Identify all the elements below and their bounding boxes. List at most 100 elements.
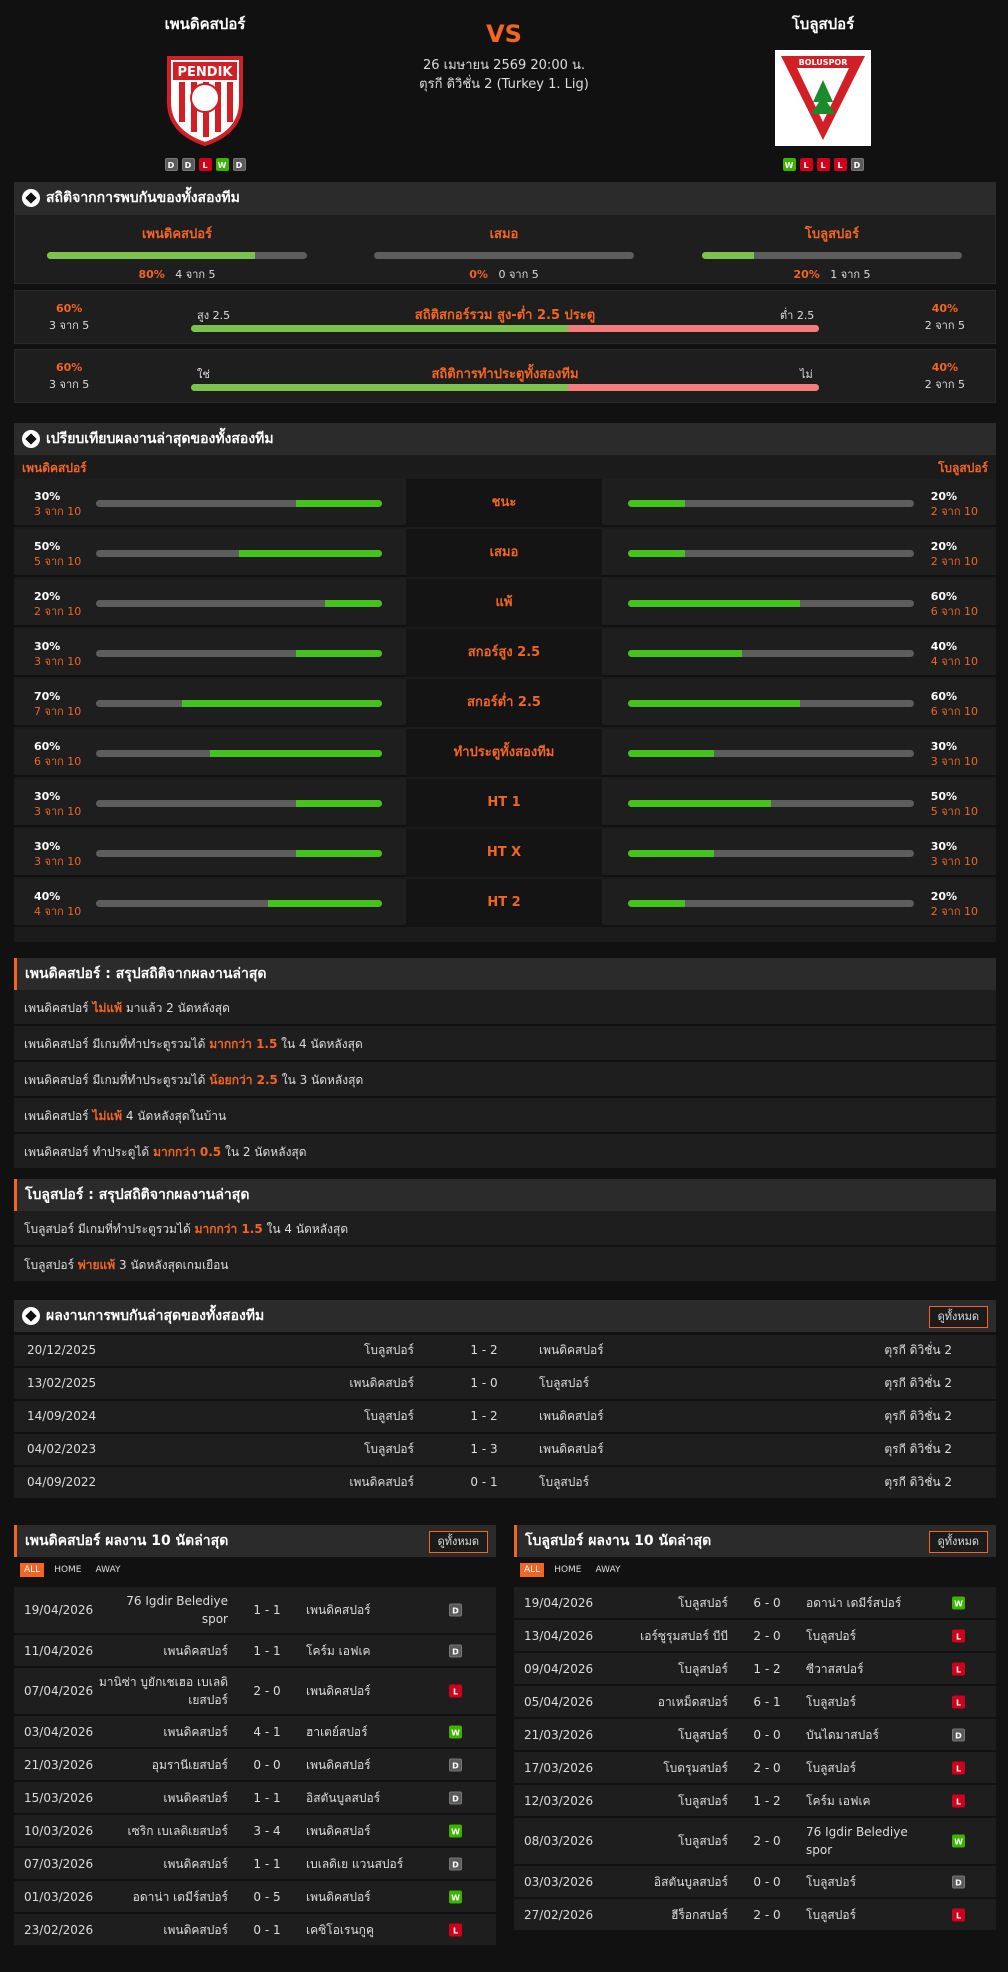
result-home-team[interactable]: อุมรานีเยสปอร์ (151, 1757, 228, 1772)
result-away-team[interactable]: โบลูสปอร์ (806, 1907, 857, 1922)
h2h-row[interactable]: 14/09/2024 โบลูสปอร์ 1 - 2 เพนดิคสปอร์ ตุรกี… (14, 1401, 996, 1432)
compare-header: เปรียบเทียบผลงานล่าสุดของทั้งสองทีม (14, 423, 996, 455)
result-row[interactable]: 05/04/2026 อาเหม็ดสปอร์ 6 - 1 โบลูสปอร์ L (514, 1686, 996, 1717)
result-away-team[interactable]: โคร์ม เอฟเค (806, 1793, 871, 1808)
tab-all[interactable]: ALL (20, 1563, 45, 1577)
tab-away[interactable]: AWAY (595, 1565, 621, 1575)
result-away-team[interactable]: โบลูสปอร์ (806, 1628, 857, 1643)
result-home-team[interactable]: เพนดิคสปอร์ (163, 1922, 228, 1937)
result-home-team[interactable]: เซริก เบเลดิเยสปอร์ (127, 1823, 228, 1838)
tab-all[interactable]: ALL (520, 1563, 545, 1577)
h2h-away-team[interactable]: เพนดิคสปอร์ (539, 1409, 604, 1423)
result-home-team[interactable]: เพนดิคสปอร์ (163, 1724, 228, 1739)
result-away-team[interactable]: อดาน่า เดมีร์สปอร์ (806, 1595, 902, 1610)
result-row[interactable]: 07/03/2026 เพนดิคสปอร์ 1 - 1 เบเลดิเย แวนสป… (14, 1848, 496, 1879)
result-home-team[interactable]: เพนดิคสปอร์ (163, 1790, 228, 1805)
result-row[interactable]: 11/04/2026 เพนดิคสปอร์ 1 - 1 โคร์ม เอฟเค D (14, 1635, 496, 1666)
h2h-home-team[interactable]: โบลูสปอร์ (363, 1343, 414, 1357)
away-team-name[interactable]: โบลูสปอร์ (791, 15, 855, 33)
tab-home[interactable]: HOME (54, 1565, 82, 1575)
tab-home[interactable]: HOME (554, 1565, 582, 1575)
result-home-team[interactable]: โบลูสปอร์ (677, 1793, 728, 1808)
result-home-team[interactable]: โบดรุมสปอร์ (663, 1760, 728, 1775)
ou-under-fill (567, 325, 819, 332)
result-home-team[interactable]: เอร์ซูรุมสปอร์ บีบี (640, 1628, 728, 1643)
h2h-home-team[interactable]: เพนดิคสปอร์ (349, 1475, 414, 1489)
result-away-team[interactable]: โบลูสปอร์ (806, 1760, 857, 1775)
h2h-away-team[interactable]: โบลูสปอร์ (539, 1475, 590, 1489)
result-row[interactable]: 03/03/2026 อิสตันบูลสปอร์ 0 - 0 โบลูสปอร์ D (514, 1866, 996, 1897)
result-row[interactable]: 23/02/2026 เพนดิคสปอร์ 0 - 1 เคซิโอเรนกูคู L (14, 1914, 496, 1945)
tab-away[interactable]: AWAY (95, 1565, 121, 1575)
h2h-home-team[interactable]: โบลูสปอร์ (363, 1442, 414, 1456)
compare-label: แพ้ (406, 579, 602, 627)
result-home-team[interactable]: โบลูสปอร์ (677, 1727, 728, 1742)
result-away-team[interactable]: เพนดิคสปอร์ (306, 1757, 371, 1772)
h2h-row[interactable]: 04/02/2023 โบลูสปอร์ 1 - 3 เพนดิคสปอร์ ตุรกี… (14, 1434, 996, 1465)
result-away-team[interactable]: อิสตันบูลสปอร์ (306, 1790, 381, 1805)
result-home-team[interactable]: อดาน่า เดมีร์สปอร์ (132, 1889, 228, 1904)
result-row[interactable]: 15/03/2026 เพนดิคสปอร์ 1 - 1 อิสตันบูลสปอร์… (14, 1782, 496, 1813)
h2h-league[interactable]: ตุรกี ดิวิชั่น 2 (884, 1343, 952, 1357)
result-row[interactable]: 09/04/2026 โบลูสปอร์ 1 - 2 ซีวาสสปอร์ L (514, 1653, 996, 1684)
result-away-team[interactable]: เพนดิคสปอร์ (306, 1889, 371, 1904)
result-home-team[interactable]: มานิซ่า บูยักเชเฮอ เบเลดิเยสปอร์ (98, 1675, 228, 1707)
away-last10-view-all-button[interactable]: ดูทั้งหมด (928, 1531, 988, 1553)
result-away-team[interactable]: เพนดิคสปอร์ (306, 1684, 371, 1698)
result-away-team[interactable]: โบลูสปอร์ (806, 1694, 857, 1709)
home-team-name[interactable]: เพนดิคสปอร์ (164, 15, 246, 33)
result-home-team[interactable]: โบลูสปอร์ (677, 1661, 728, 1676)
h2h-league[interactable]: ตุรกี ดิวิชั่น 2 (884, 1475, 952, 1489)
result-away-team[interactable]: เพนดิคสปอร์ (306, 1603, 371, 1617)
result-away-team[interactable]: ซีวาสสปอร์ (806, 1661, 864, 1676)
h2h-away-team[interactable]: เพนดิคสปอร์ (539, 1343, 604, 1357)
result-home-team[interactable]: โบลูสปอร์ (677, 1834, 728, 1848)
h2h-row[interactable]: 13/02/2025 เพนดิคสปอร์ 1 - 0 โบลูสปอร์ ตุรกี… (14, 1368, 996, 1399)
result-row[interactable]: 07/04/2026 มานิซ่า บูยักเชเฮอ เบเลดิเยสปอ… (14, 1668, 496, 1714)
result-row[interactable]: 12/03/2026 โบลูสปอร์ 1 - 2 โคร์ม เอฟเค L (514, 1785, 996, 1816)
home-last10-view-all-button[interactable]: ดูทั้งหมด (428, 1531, 488, 1553)
result-row[interactable]: 03/04/2026 เพนดิคสปอร์ 4 - 1 ฮาเตย์สปอร์ W (14, 1716, 496, 1747)
h2h-row[interactable]: 20/12/2025 โบลูสปอร์ 1 - 2 เพนดิคสปอร์ ตุรกี… (14, 1335, 996, 1366)
result-away-team[interactable]: โคร์ม เอฟเค (306, 1643, 371, 1658)
result-home-team[interactable]: เพนดิคสปอร์ (163, 1856, 228, 1871)
result-row[interactable]: 01/03/2026 อดาน่า เดมีร์สปอร์ 0 - 5 เพนดิคส… (14, 1881, 496, 1912)
h2h-home-team[interactable]: เพนดิคสปอร์ (349, 1376, 414, 1390)
h2h-league[interactable]: ตุรกี ดิวิชั่น 2 (884, 1376, 952, 1390)
result-home-team[interactable]: ฮีร็อกสปอร์ (671, 1907, 728, 1922)
h2h-away-team[interactable]: เพนดิคสปอร์ (539, 1442, 604, 1456)
match-league[interactable]: ตุรกี ดิวิชั่น 2 (Turkey 1. Lig) (419, 77, 589, 92)
result-home-team[interactable]: อิสตันบูลสปอร์ (653, 1874, 728, 1889)
result-home-team[interactable]: อาเหม็ดสปอร์ (657, 1694, 728, 1709)
result-home-team[interactable]: 76 Igdir Belediye spor (126, 1594, 228, 1626)
result-row[interactable]: 10/03/2026 เซริก เบเลดิเยสปอร์ 3 - 4 เพนดิค… (14, 1815, 496, 1846)
result-row[interactable]: 21/03/2026 อุมรานีเยสปอร์ 0 - 0 เพนดิคสปอร์… (14, 1749, 496, 1780)
result-row[interactable]: 19/04/2026 76 Igdir Belediye spor 1 - 1 เพน… (14, 1587, 496, 1633)
h2h-away-fill (702, 252, 754, 259)
h2h-league[interactable]: ตุรกี ดิวิชั่น 2 (884, 1442, 952, 1456)
result-row[interactable]: 19/04/2026 โบลูสปอร์ 6 - 0 อดาน่า เดมีร์สปอ… (514, 1587, 996, 1618)
result-row[interactable]: 27/02/2026 ฮีร็อกสปอร์ 2 - 0 โบลูสปอร์ L (514, 1899, 996, 1930)
result-away-team[interactable]: 76 Igdir Belediye spor (806, 1825, 908, 1857)
result-row[interactable]: 21/03/2026 โบลูสปอร์ 0 - 0 บันไดมาสปอร์ D (514, 1719, 996, 1750)
result-row[interactable]: 08/03/2026 โบลูสปอร์ 2 - 0 76 Igdir Belediy… (514, 1818, 996, 1864)
h2h-league[interactable]: ตุรกี ดิวิชั่น 2 (884, 1409, 952, 1423)
h2h-away-team[interactable]: โบลูสปอร์ (539, 1376, 590, 1390)
h2h-draw-col: เสมอ 0% 0 จาก 5 (374, 223, 634, 283)
result-home-team[interactable]: โบลูสปอร์ (677, 1595, 728, 1610)
home-last10-tabs: ALL HOME AWAY (14, 1557, 496, 1583)
h2h-home-team[interactable]: โบลูสปอร์ (363, 1409, 414, 1423)
result-row[interactable]: 13/04/2026 เอร์ซูรุมสปอร์ บีบี 2 - 0 โบลูสป… (514, 1620, 996, 1651)
h2h-view-all-button[interactable]: ดูทั้งหมด (928, 1306, 988, 1328)
result-away-team[interactable]: บันไดมาสปอร์ (806, 1727, 879, 1742)
result-home-team[interactable]: เพนดิคสปอร์ (163, 1643, 228, 1658)
result-away-team[interactable]: เคซิโอเรนกูคู (306, 1922, 374, 1937)
result-away-team[interactable]: เบเลดิเย แวนสปอร์ (306, 1856, 404, 1871)
result-away-team[interactable]: ฮาเตย์สปอร์ (306, 1724, 368, 1739)
result-away-team[interactable]: โบลูสปอร์ (806, 1874, 857, 1889)
h2h-row[interactable]: 04/09/2022 เพนดิคสปอร์ 0 - 1 โบลูสปอร์ ตุรกี… (14, 1467, 996, 1498)
result-row[interactable]: 17/03/2026 โบดรุมสปอร์ 2 - 0 โบลูสปอร์ L (514, 1752, 996, 1783)
result-away-team[interactable]: เพนดิคสปอร์ (306, 1823, 371, 1838)
